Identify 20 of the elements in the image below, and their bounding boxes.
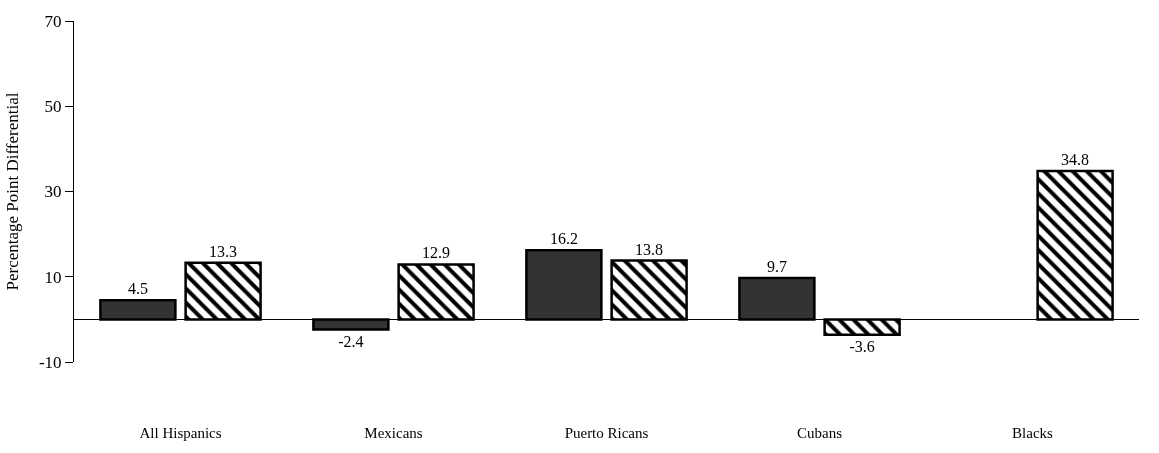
x-tick-label: Blacks — [1012, 425, 1054, 441]
data-label: 34.8 — [1061, 151, 1090, 169]
y-axis-title: Percentage Point Differential — [3, 92, 23, 291]
data-label: 13.3 — [209, 242, 238, 260]
data-label: -3.6 — [849, 337, 875, 355]
y-tick-label: 50 — [44, 97, 62, 117]
y-tick-label: -10 — [38, 352, 62, 372]
x-tick-label: Mexicans — [364, 425, 423, 441]
data-label: -2.4 — [338, 332, 364, 350]
data-label: 13.8 — [635, 240, 664, 258]
x-tick-label: All Hispanics — [139, 425, 222, 441]
data-label: 9.7 — [766, 258, 787, 276]
data-label: 4.5 — [127, 280, 148, 298]
data-label: 12.9 — [422, 244, 451, 262]
x-tick-label: Cubans — [797, 425, 843, 441]
y-tick-label: 10 — [44, 267, 62, 287]
x-tick-label: Puerto Ricans — [564, 425, 649, 441]
y-tick-label: 70 — [44, 11, 62, 31]
y-tick-label: 30 — [44, 182, 62, 202]
data-label: 16.2 — [549, 230, 578, 248]
